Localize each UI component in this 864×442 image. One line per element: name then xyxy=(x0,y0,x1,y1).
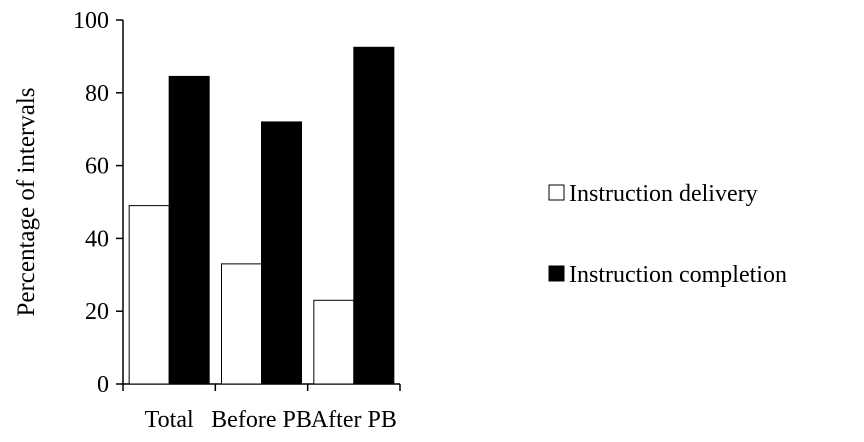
y-tick-label: 80 xyxy=(85,81,109,107)
y-tick-label: 40 xyxy=(85,226,109,252)
y-tick-label: 60 xyxy=(85,154,109,180)
category-label: After PB xyxy=(311,407,397,433)
y-axis: 0 20 40 60 80 100 xyxy=(73,8,124,398)
bar-instruction-delivery xyxy=(128,205,170,385)
y-tick-label: 20 xyxy=(85,299,109,325)
y-tick-label: 100 xyxy=(73,8,109,34)
x-axis: Total Before PB After PB xyxy=(122,383,401,433)
bars xyxy=(128,46,395,385)
legend-swatch xyxy=(548,265,565,282)
bar-instruction-delivery xyxy=(313,299,355,385)
bar-instruction-completion xyxy=(353,46,395,385)
bar-instruction-delivery xyxy=(221,263,262,385)
legend-swatch xyxy=(548,184,565,201)
y-tick-label: 0 xyxy=(97,372,109,398)
category-label: Before PB xyxy=(211,407,312,433)
legend-label: Instruction delivery xyxy=(569,181,758,207)
y-axis-label: Percentage of intervals xyxy=(13,87,40,316)
legend-label: Instruction completion xyxy=(569,262,787,288)
bar-instruction-completion xyxy=(261,121,302,385)
bar-instruction-completion xyxy=(168,75,210,385)
category-label: Total xyxy=(145,407,194,433)
legend: Instruction delivery Instruction completi… xyxy=(548,181,787,288)
